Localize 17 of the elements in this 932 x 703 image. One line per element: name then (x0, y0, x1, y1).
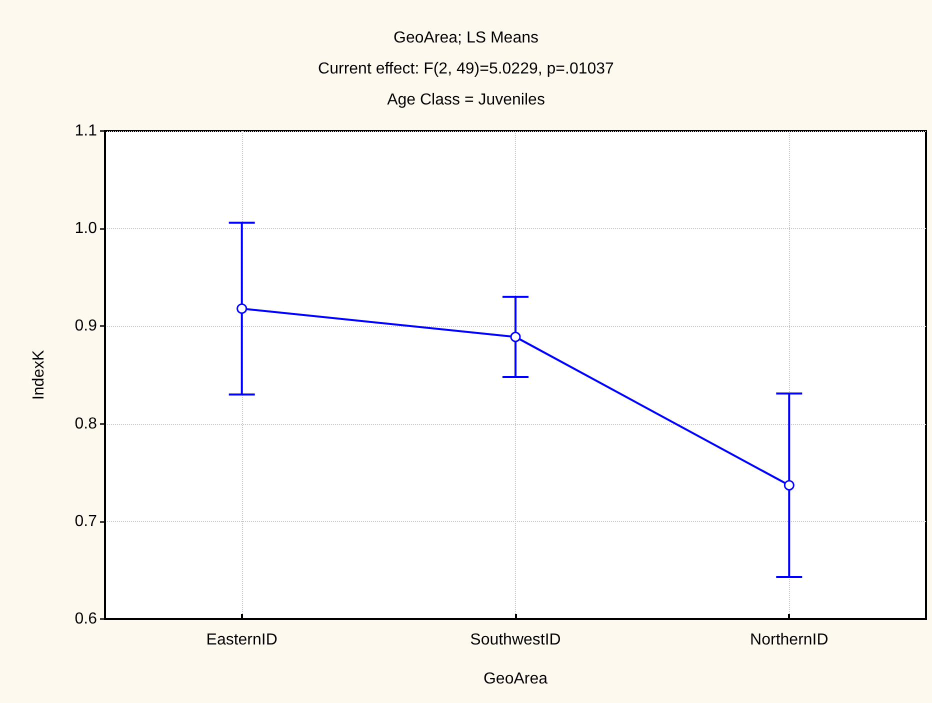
point (510, 332, 521, 342)
point (236, 303, 248, 314)
y-tick-label: 1.0 (74, 220, 98, 238)
y-tick-label: 1.1 (74, 122, 98, 140)
y-tick-label: 0.6 (74, 610, 98, 628)
y-tick-label: 0.8 (74, 415, 98, 432)
y-tick-label: 0.7 (74, 512, 98, 530)
x-tick-label: EasternID (206, 632, 278, 648)
y-axis-title: IndexK (30, 350, 48, 400)
chart-subtitle: Current effect: F(2, 49)=5.0229, p=.01037 (318, 60, 614, 78)
point (784, 480, 794, 491)
x-axis-title: GeoArea (483, 670, 548, 688)
x-tick-label: SouthwestID (470, 632, 561, 648)
chart-title: GeoArea; LS Means (394, 30, 538, 46)
x-tick-label: NorthernID (750, 632, 828, 648)
y-tick-label: 0.9 (74, 318, 98, 335)
text: Age Class = Juveniles (387, 92, 545, 108)
